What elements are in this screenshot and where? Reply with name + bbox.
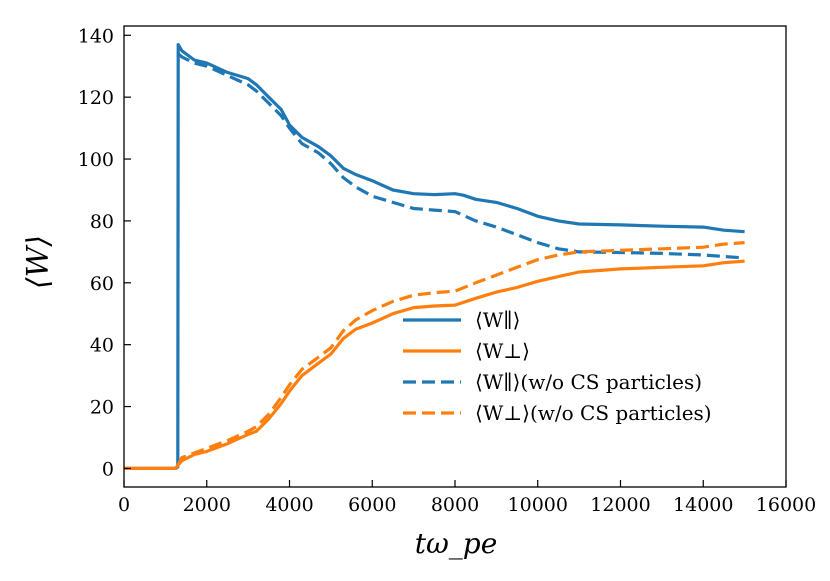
x-tick-label: 16000: [756, 494, 816, 516]
y-tick-label: 0: [102, 458, 114, 480]
x-tick-label: 8000: [431, 494, 479, 516]
series-line-3: [177, 52, 745, 260]
plot-series-group: [124, 42, 745, 470]
y-tick-label: 120: [78, 87, 114, 109]
series-line-1: [124, 42, 745, 470]
x-tick-label: 4000: [265, 494, 313, 516]
x-tick-label: 12000: [590, 494, 650, 516]
legend-label-4: ⟨W⊥⟩(w/o CS particles): [475, 401, 712, 425]
y-tick-label: 20: [90, 397, 114, 419]
x-tick-label: 10000: [508, 494, 568, 516]
x-axis-label: tω_pe: [415, 527, 498, 560]
legend: ⟨W∥⟩ ⟨W⊥⟩ ⟨W∥⟩(w/o CS particles) ⟨W⊥⟩(w/o C…: [403, 308, 712, 425]
y-tick-label: 80: [90, 211, 114, 233]
y-tick-label: 40: [90, 335, 114, 357]
x-tick-label: 2000: [183, 494, 231, 516]
y-tick-label: 100: [78, 149, 114, 171]
y-axis-label: ⟨W⟩: [21, 235, 56, 289]
series-line-2: [124, 259, 745, 470]
y-tick-label: 140: [78, 25, 114, 47]
legend-label-3: ⟨W∥⟩(w/o CS particles): [475, 370, 702, 394]
x-tick-label: 14000: [673, 494, 733, 516]
x-tick-label: 6000: [348, 494, 396, 516]
legend-label-1: ⟨W∥⟩: [475, 308, 520, 332]
y-tick-label: 60: [90, 273, 114, 295]
x-tick-label: 0: [118, 494, 130, 516]
series-line-4: [176, 241, 745, 467]
legend-label-2: ⟨W⊥⟩: [475, 339, 530, 363]
